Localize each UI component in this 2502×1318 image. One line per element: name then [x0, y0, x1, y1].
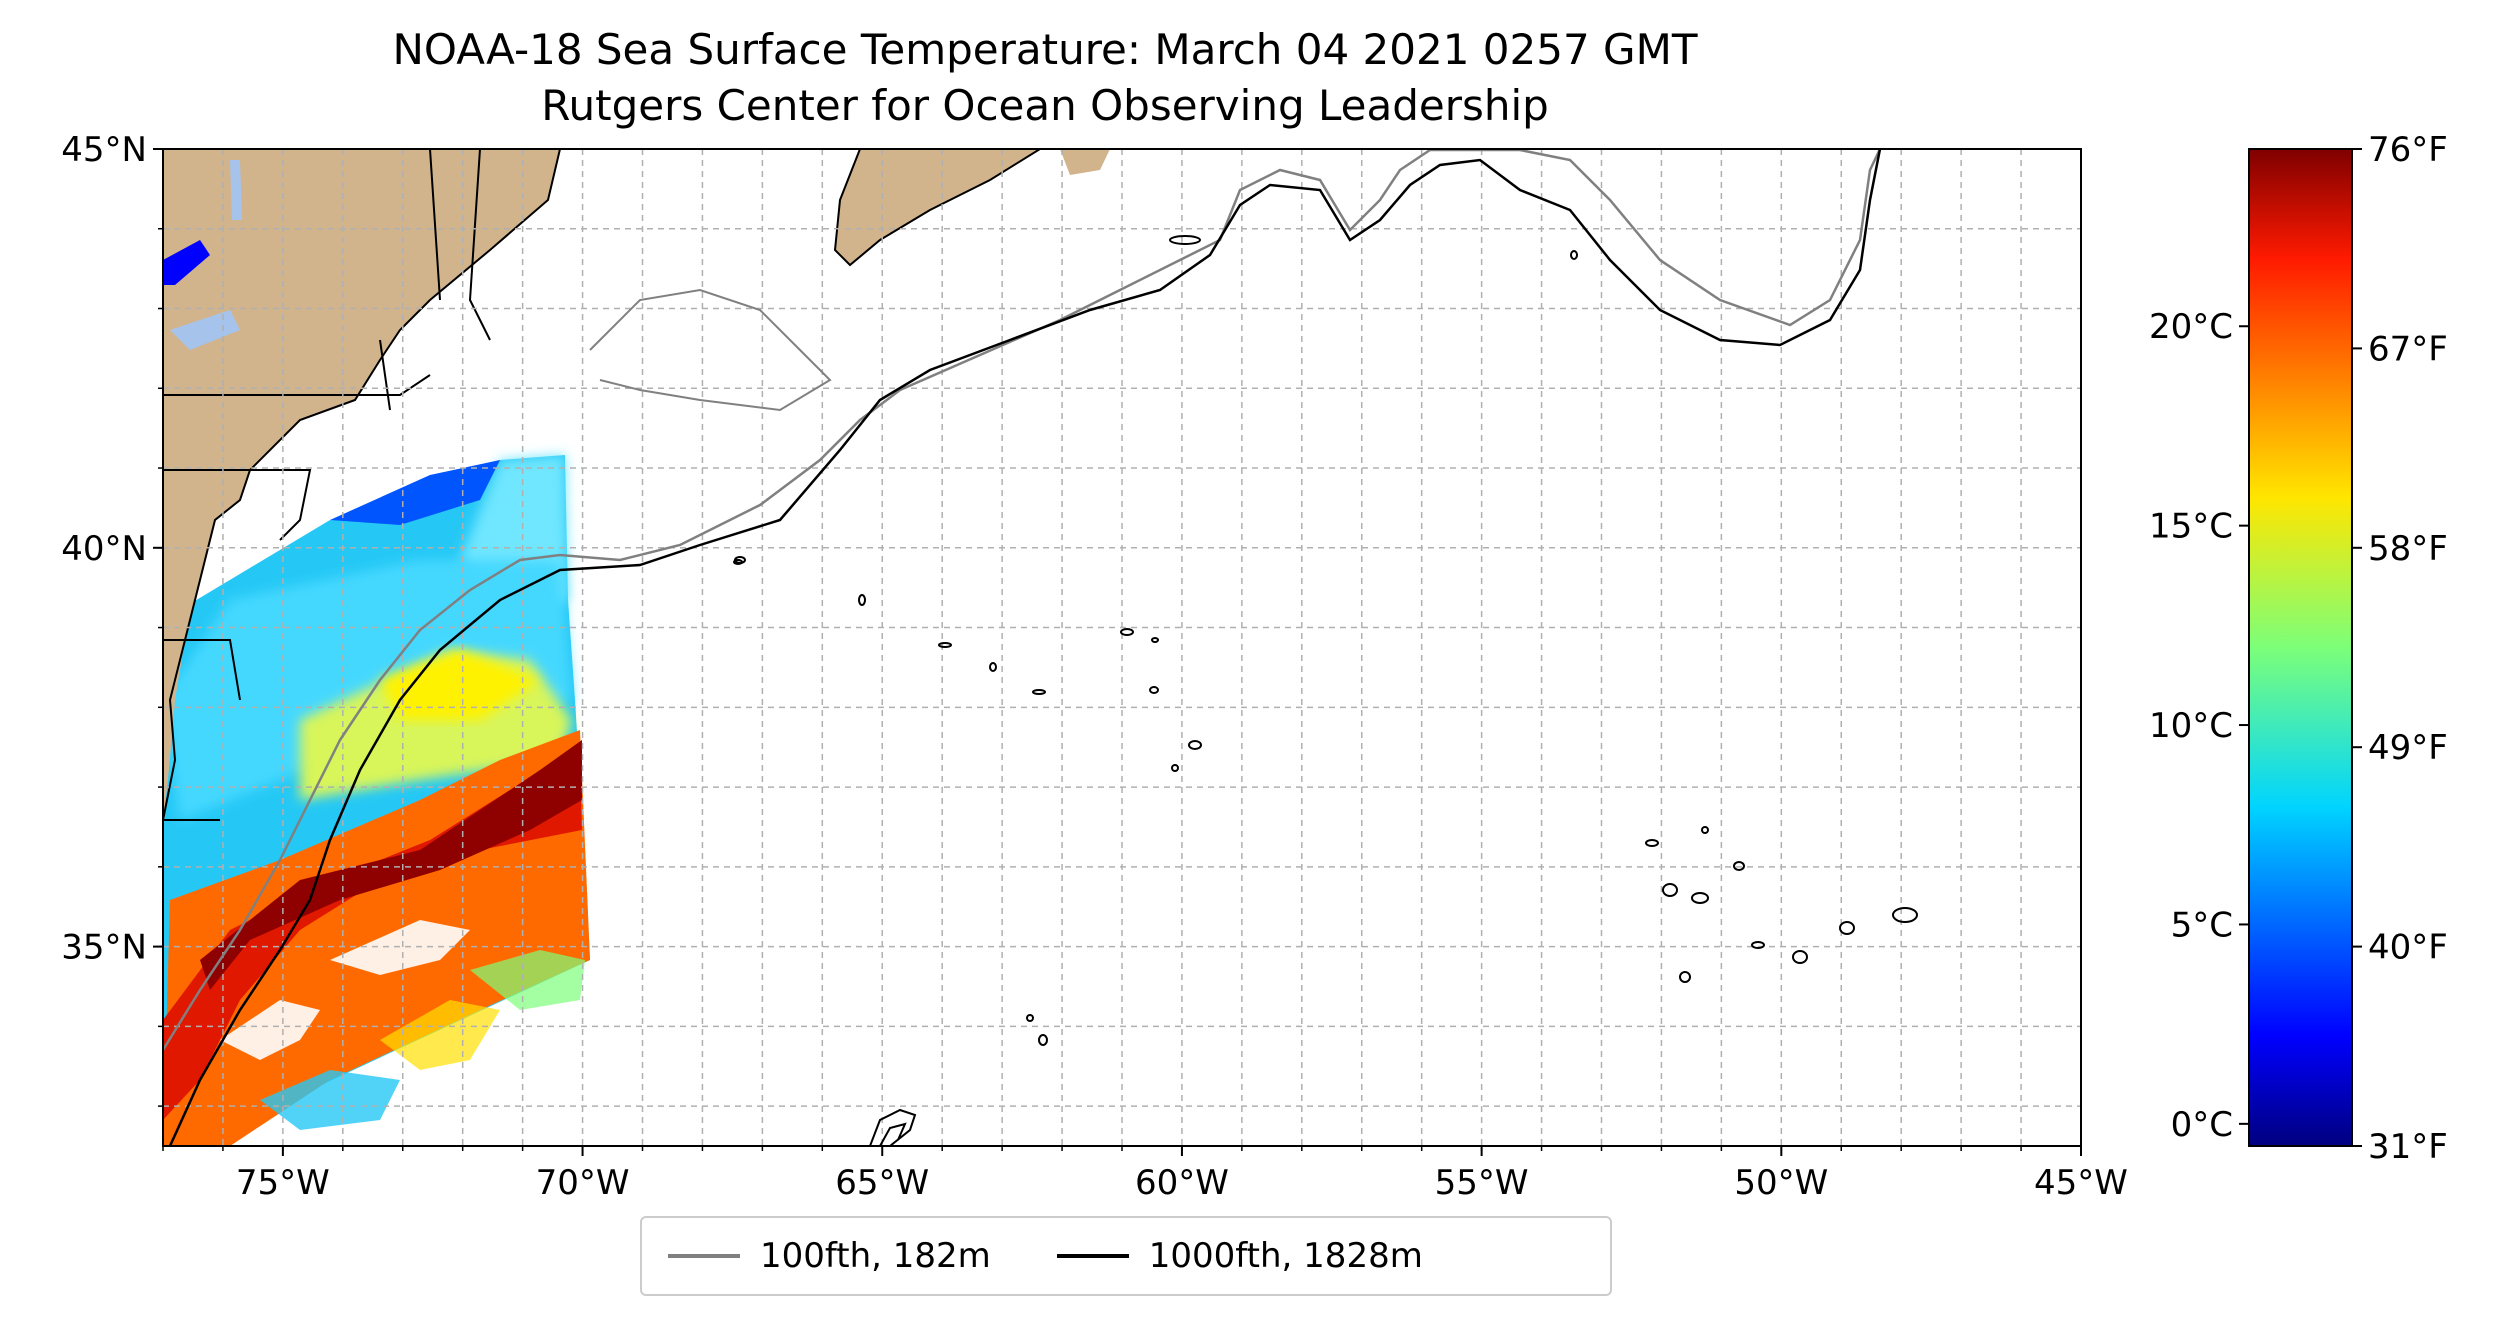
- legend-swatch-100fth: [668, 1254, 740, 1258]
- sable-island-bank: [869, 1108, 917, 1146]
- lon-tick-label: 75°W: [236, 1163, 330, 1203]
- nova-scotia-coastline: [833, 149, 1041, 267]
- colorbar-c-tick-label: 20°C: [2149, 307, 2233, 347]
- lat-tick-label: 35°N: [61, 928, 147, 968]
- map-subtitle: Rutgers Center for Ocean Observing Leade…: [541, 81, 1549, 130]
- colorbar-c-tick-label: 0°C: [2171, 1105, 2233, 1145]
- colorbar-f-tick-label: 31°F: [2368, 1127, 2448, 1167]
- colorbar-f-tick-label: 67°F: [2368, 329, 2448, 369]
- colorbar-f-tick-label: 58°F: [2368, 529, 2448, 569]
- map-title: NOAA-18 Sea Surface Temperature: March 0…: [392, 25, 1698, 74]
- longitude-ticks: 75°W 70°W 65°W 60°W 55°W 50°W 45°W: [162, 1146, 2128, 1203]
- lon-tick-label: 60°W: [1135, 1163, 1229, 1203]
- legend-item-100fth: 100fth, 182m: [668, 1236, 991, 1276]
- legend-swatch-1000fth: [1056, 1254, 1129, 1258]
- isobath-1000fth: [168, 149, 1882, 1146]
- isobath-100fth: [163, 149, 1882, 1051]
- colorbar-fahrenheit-ticks: 31°F 40°F 49°F 58°F 67°F 76°F: [2352, 130, 2448, 1167]
- lat-tick-label: 40°N: [61, 529, 147, 569]
- colorbar-c-tick-label: 5°C: [2171, 905, 2233, 945]
- state-borders: [163, 149, 491, 821]
- lon-tick-label: 45°W: [2034, 1163, 2128, 1203]
- lon-tick-label: 55°W: [1435, 1163, 1529, 1203]
- colorbar-c-tick-label: 10°C: [2149, 706, 2233, 746]
- lon-tick-label: 70°W: [536, 1163, 630, 1203]
- latitude-ticks: 35°N 40°N 45°N: [61, 130, 163, 1107]
- seamounts: [733, 235, 1918, 1046]
- legend-label-100fth: 100fth, 182m: [760, 1236, 991, 1276]
- east-coast-coastline: [163, 149, 561, 821]
- legend-item-1000fth: 1000fth, 1828m: [1056, 1236, 1423, 1276]
- colorbar-celsius-ticks: 0°C 5°C 10°C 15°C 20°C: [2149, 307, 2249, 1145]
- lon-tick-label: 50°W: [1734, 1163, 1828, 1203]
- colorbar-frame: [2248, 148, 2353, 1147]
- map-area: [163, 149, 1110, 1146]
- colorbar-c-tick-label: 15°C: [2149, 507, 2233, 547]
- isobath-legend: 100fth, 182m 1000fth, 1828m: [640, 1216, 1612, 1296]
- legend-label-1000fth: 1000fth, 1828m: [1148, 1236, 1423, 1276]
- colorbar-f-tick-label: 49°F: [2368, 728, 2448, 768]
- lon-tick-label: 65°W: [835, 1163, 929, 1203]
- lat-tick-label: 45°N: [61, 130, 147, 170]
- georges-bank-outline: [589, 288, 832, 412]
- colorbar-f-tick-label: 76°F: [2368, 130, 2448, 170]
- colorbar: [2249, 149, 2352, 1146]
- colorbar-f-tick-label: 40°F: [2368, 928, 2448, 968]
